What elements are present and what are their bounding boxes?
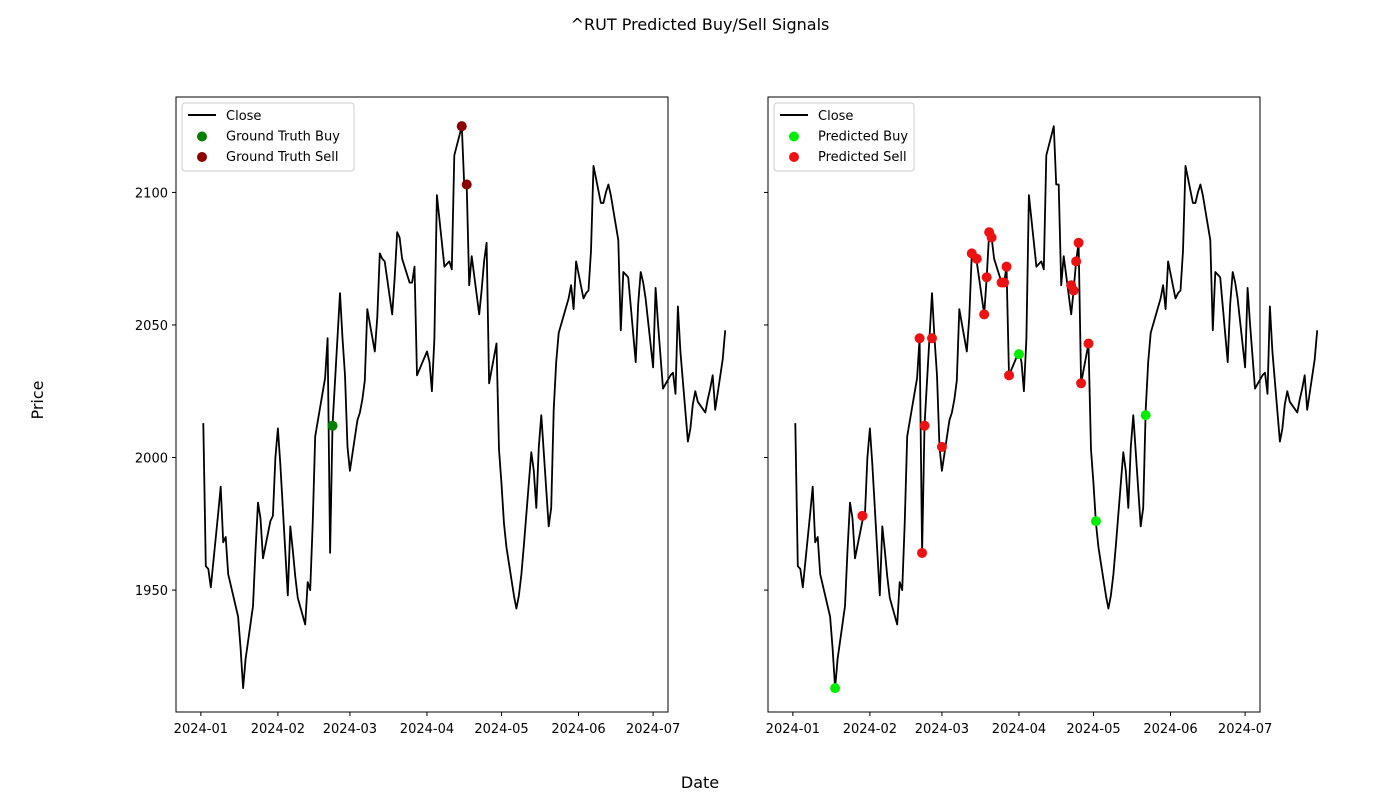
x-tick-label: 2024-02	[843, 722, 897, 737]
predicted-sell-point	[971, 253, 982, 264]
x-tick-label: 2024-01	[766, 722, 820, 737]
predicted-buy-point	[1013, 349, 1024, 360]
y-tick-label: 2100	[135, 186, 168, 201]
x-tick-label: 2024-05	[474, 722, 528, 737]
legend-box	[773, 102, 915, 172]
predicted-sell-point	[919, 420, 930, 431]
predicted-sell-point	[927, 333, 937, 344]
y-tick-label: 1950	[135, 584, 168, 599]
x-tick-label: 2024-01	[174, 722, 228, 737]
predicted-sell-point	[1076, 378, 1087, 389]
legend-label-predicted-sell: Predicted Sell	[818, 150, 907, 165]
predicted-sell-point	[914, 333, 925, 344]
y-tick-label: 2050	[135, 319, 168, 334]
legend: Close Ground Truth Buy Ground Truth Sell	[181, 102, 355, 172]
plot-area	[767, 96, 1261, 713]
legend-swatch-ground-truth-sell	[197, 152, 207, 162]
predicted-sell-point	[986, 232, 997, 243]
predicted-sell-point	[1071, 256, 1082, 267]
legend-swatch-ground-truth-buy	[197, 131, 207, 142]
ground-truth-sell-point	[461, 179, 472, 190]
left-panel: 1950 2000 2050 2100 2024-01 2024-02 2024-03 202…	[135, 96, 727, 737]
x-tick-label: 2024-06	[1143, 722, 1197, 737]
x-tick-label: 2024-03	[323, 722, 377, 737]
x-tick-label: 2024-02	[251, 722, 305, 737]
plot-area	[175, 96, 669, 713]
x-tick-label: 2024-04	[400, 722, 454, 737]
x-tick-label: 2024-07	[626, 722, 680, 737]
legend-swatch-predicted-sell	[789, 152, 799, 162]
predicted-sell-point	[1004, 370, 1015, 381]
close-line	[794, 125, 1319, 689]
figure-xlabel: Date	[681, 773, 719, 792]
predicted-buy-point	[1091, 516, 1101, 527]
ground-truth-buy-point	[327, 420, 338, 431]
predicted-sell-point	[1073, 237, 1084, 248]
figure-title: ^RUT Predicted Buy/Sell Signals	[571, 15, 830, 34]
right-panel: 2024-01 2024-02 2024-03 2024-04 2024-05 2024-…	[764, 96, 1319, 737]
x-tick-label: 2024-05	[1066, 722, 1120, 737]
predicted-sell-point	[1068, 285, 1079, 296]
figure-ylabel: Price	[28, 380, 47, 419]
x-tick-label: 2024-07	[1218, 722, 1272, 737]
legend-box	[181, 102, 355, 172]
legend-label-close: Close	[818, 109, 853, 124]
x-tick-label: 2024-06	[551, 722, 605, 737]
legend: Close Predicted Buy Predicted Sell	[773, 102, 915, 172]
legend-label-ground-truth-buy: Ground Truth Buy	[226, 130, 340, 145]
x-tick-label: 2024-04	[992, 722, 1046, 737]
predicted-sell-point	[917, 547, 928, 558]
x-tick-label: 2024-03	[915, 722, 969, 737]
legend-swatch-predicted-buy	[789, 131, 799, 142]
predicted-sell-point	[1001, 261, 1012, 272]
predicted-buy-point	[1140, 410, 1151, 421]
predicted-sell-point	[857, 510, 868, 521]
predicted-buy-point	[830, 683, 841, 694]
predicted-sell-point	[936, 441, 947, 452]
legend-label-predicted-buy: Predicted Buy	[818, 130, 908, 145]
predicted-sell-point	[1083, 338, 1094, 349]
predicted-sell-point	[979, 309, 990, 320]
predicted-sell-point	[981, 272, 992, 283]
legend-label-close: Close	[226, 109, 261, 124]
ground-truth-sell-point	[456, 121, 467, 132]
predicted-sell-point	[999, 277, 1010, 288]
y-tick-label: 2000	[135, 452, 168, 467]
legend-label-ground-truth-sell: Ground Truth Sell	[226, 150, 339, 165]
